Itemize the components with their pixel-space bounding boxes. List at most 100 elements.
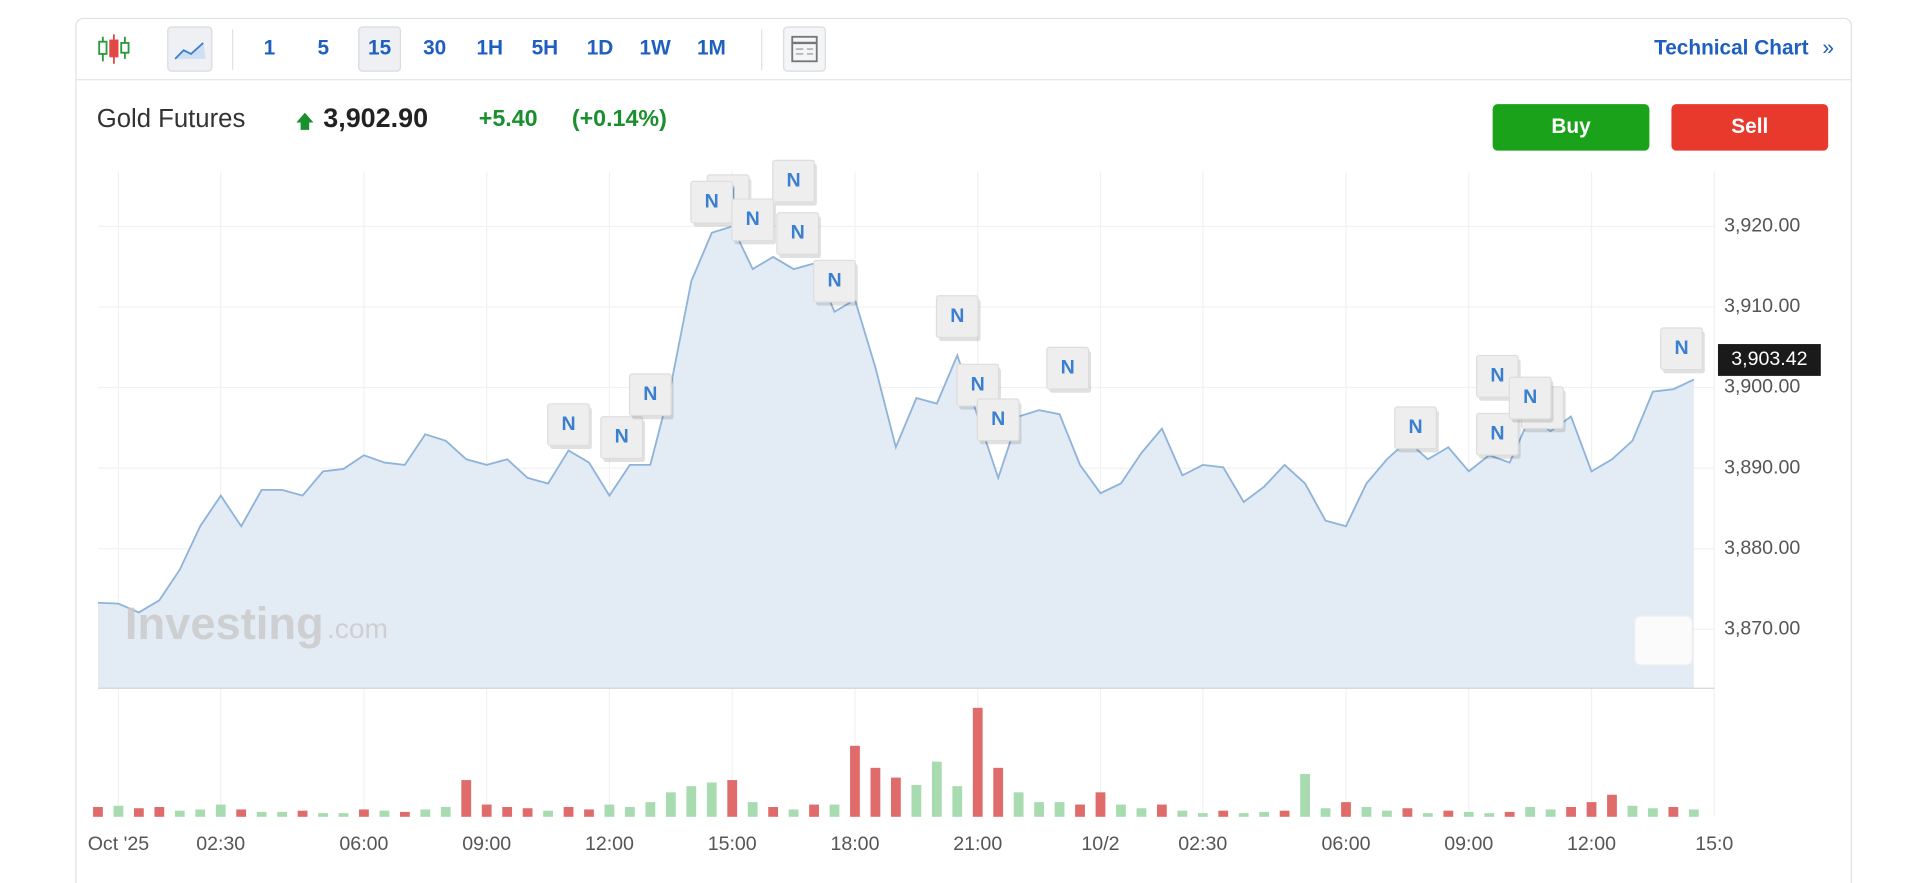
plot: 3,870.00 3,880.00 3,890.00 3,900.00 3,910.00… bbox=[88, 159, 1821, 855]
price-change: +5.40 bbox=[479, 105, 538, 131]
area-icon[interactable] bbox=[167, 26, 213, 72]
volume-bar bbox=[1218, 810, 1229, 817]
news-marker[interactable] bbox=[776, 212, 820, 256]
watermark-brand: Investing bbox=[125, 598, 324, 649]
news-marker[interactable] bbox=[813, 259, 856, 303]
volume-bar bbox=[1341, 802, 1351, 817]
volume-bar bbox=[604, 804, 615, 817]
x-tick-label: 06:00 bbox=[339, 833, 388, 855]
volume-bar bbox=[297, 810, 308, 817]
news-marker[interactable] bbox=[628, 373, 672, 417]
news-marker-label[interactable]: N bbox=[991, 408, 1005, 430]
last-price-label: 3,903.42 bbox=[1731, 348, 1807, 370]
news-marker-label[interactable]: N bbox=[1523, 386, 1537, 408]
y-tick-label: 3,920.00 bbox=[1724, 214, 1800, 236]
news-marker-label[interactable]: N bbox=[827, 269, 841, 291]
volume-bar bbox=[911, 784, 922, 817]
news-marker-label[interactable]: N bbox=[1674, 337, 1688, 359]
news-marker-label[interactable]: N bbox=[1061, 356, 1075, 378]
volume-bar bbox=[440, 807, 451, 817]
watermark-suffix: .com bbox=[327, 613, 388, 644]
interval-button[interactable]: 1H bbox=[476, 37, 503, 60]
news-marker[interactable] bbox=[1475, 412, 1519, 456]
interval-button[interactable]: 15 bbox=[368, 37, 391, 60]
news-marker[interactable] bbox=[1660, 327, 1703, 371]
news-marker-label[interactable]: N bbox=[561, 413, 575, 435]
volume-bar bbox=[399, 811, 410, 817]
news-marker-label[interactable]: N bbox=[705, 190, 719, 212]
volume-bar bbox=[1463, 811, 1474, 817]
volume-bar bbox=[1054, 802, 1065, 817]
interval-button[interactable]: 5H bbox=[532, 37, 559, 60]
volume-bar bbox=[154, 807, 165, 817]
volume-bar bbox=[1075, 804, 1085, 817]
volume-bar bbox=[1095, 792, 1106, 817]
news-marker[interactable] bbox=[1394, 406, 1438, 450]
table-icon[interactable] bbox=[783, 26, 826, 72]
volume-bar bbox=[1136, 808, 1147, 817]
news-marker-label[interactable]: N bbox=[787, 169, 801, 191]
x-tick-label: 02:30 bbox=[196, 833, 245, 855]
news-marker[interactable] bbox=[1508, 376, 1552, 420]
volume-bar bbox=[1116, 804, 1126, 817]
news-marker[interactable] bbox=[976, 398, 1020, 442]
news-marker-label[interactable]: N bbox=[643, 383, 657, 405]
y-tick-label: 3,900.00 bbox=[1724, 376, 1800, 398]
interval-button[interactable]: 1W bbox=[640, 37, 672, 60]
news-marker[interactable] bbox=[547, 403, 590, 447]
interval-button[interactable]: 1 bbox=[264, 37, 276, 60]
volume-bar bbox=[1422, 813, 1433, 817]
volume-bar bbox=[584, 809, 594, 817]
news-marker[interactable] bbox=[935, 295, 979, 339]
volume-bar bbox=[931, 761, 942, 817]
news-marker[interactable] bbox=[731, 198, 775, 242]
news-marker-label[interactable]: N bbox=[1409, 416, 1423, 438]
chevron[interactable]: » bbox=[1822, 37, 1834, 60]
news-marker-label[interactable]: N bbox=[1490, 364, 1504, 386]
news-marker-label[interactable]: N bbox=[1490, 422, 1504, 444]
news-marker[interactable] bbox=[1046, 346, 1090, 390]
news-marker[interactable] bbox=[600, 416, 644, 459]
volume-bar bbox=[768, 807, 779, 817]
y-tick-label: 3,880.00 bbox=[1724, 537, 1800, 559]
volume-bar bbox=[972, 707, 983, 817]
volume-bar bbox=[1443, 810, 1454, 817]
volume-bar bbox=[686, 786, 697, 817]
area-fill bbox=[97, 226, 1694, 689]
news-marker[interactable] bbox=[1475, 354, 1519, 398]
volume-bar bbox=[829, 804, 840, 817]
volume-bar bbox=[1382, 810, 1392, 817]
interval-group: 1 5 15 30 1H 5H 1D 1W 1M bbox=[264, 26, 726, 72]
interval-button[interactable]: 30 bbox=[423, 37, 446, 60]
volume-bar bbox=[850, 745, 860, 817]
candlestick-icon[interactable] bbox=[98, 34, 130, 64]
news-marker[interactable] bbox=[772, 159, 816, 203]
last-price-tag bbox=[1717, 344, 1821, 376]
interval-button[interactable]: 5 bbox=[317, 37, 329, 60]
x-tick-label: 15:00 bbox=[708, 833, 757, 855]
news-marker-label[interactable]: N bbox=[971, 373, 985, 395]
volume-bar bbox=[318, 813, 328, 817]
interval-button[interactable]: 1D bbox=[587, 37, 614, 60]
buy-button[interactable]: Buy bbox=[1492, 104, 1650, 151]
news-marker-label[interactable]: N bbox=[791, 222, 805, 244]
active-interval-bg bbox=[358, 26, 402, 72]
news-marker-label[interactable]: N bbox=[746, 208, 760, 230]
volume-bar bbox=[502, 807, 513, 817]
volume-bar bbox=[809, 804, 819, 817]
news-marker-label[interactable]: N bbox=[615, 426, 629, 448]
technical-chart-link[interactable]: Technical Chart bbox=[1654, 37, 1809, 60]
volume-bar bbox=[1197, 813, 1208, 817]
sell-button[interactable]: Sell bbox=[1671, 104, 1829, 151]
interval-button[interactable]: 1M bbox=[697, 37, 726, 60]
volume-bar bbox=[1566, 807, 1576, 817]
volume-bar bbox=[952, 786, 963, 817]
news-marker-label[interactable]: N bbox=[950, 305, 964, 327]
sell-label[interactable]: Sell bbox=[1731, 115, 1768, 138]
overlay-button[interactable] bbox=[1634, 615, 1693, 666]
x-tick-label: 12:00 bbox=[585, 833, 634, 855]
y-tick-label: 3,890.00 bbox=[1724, 456, 1800, 478]
buy-label[interactable]: Buy bbox=[1551, 115, 1591, 138]
volume-bar bbox=[1361, 807, 1372, 817]
